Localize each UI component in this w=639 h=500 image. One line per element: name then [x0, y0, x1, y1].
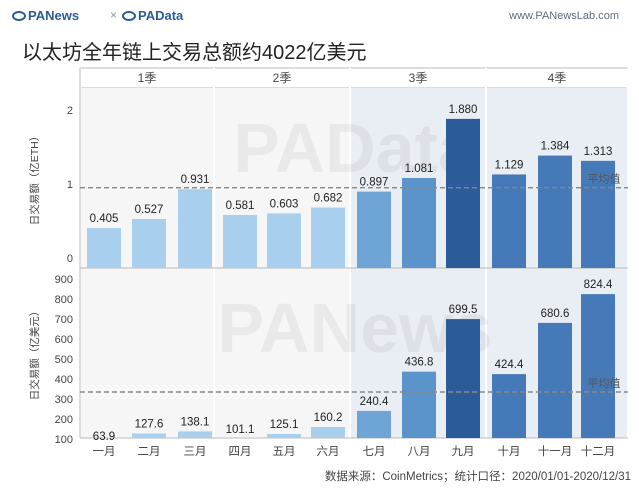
bar-value-label: 1.313 — [584, 146, 613, 158]
padata-logo: PAData — [122, 8, 183, 23]
top-bar: PANews × PAData www.PANewsLab.com — [0, 0, 639, 30]
bar — [178, 189, 212, 268]
y-tick-label: 800 — [55, 294, 73, 306]
x-tick-label: 九月 — [452, 445, 475, 458]
y-tick-label: 600 — [55, 334, 73, 346]
bar-value-label: 1.880 — [449, 104, 478, 116]
bar — [178, 431, 212, 438]
bar — [132, 433, 166, 438]
bar-value-label: 138.1 — [181, 416, 210, 428]
quarter-label: 3季 — [409, 71, 428, 85]
y-axis-title: 日交易额（亿美元） — [28, 306, 41, 401]
bar-value-label: 1.129 — [495, 159, 524, 171]
source-note: 数据来源：CoinMetrics；统计口径：2020/01/01-2020/12… — [324, 471, 631, 483]
y-tick-label: 100 — [55, 434, 73, 446]
logo-separator: × — [110, 8, 118, 22]
bar-value-label: 0.527 — [135, 204, 164, 216]
bar — [402, 178, 436, 268]
bar-value-label: 680.6 — [541, 308, 570, 320]
x-tick-label: 一月 — [93, 446, 116, 458]
bar-value-label: 63.9 — [93, 431, 115, 443]
bar — [538, 322, 572, 438]
bar — [581, 294, 615, 438]
y-tick-label: 500 — [55, 354, 73, 366]
bar — [492, 374, 526, 438]
bar — [132, 219, 166, 268]
y-tick-label: 400 — [55, 374, 73, 386]
bar-value-label: 101.1 — [226, 424, 255, 436]
bar-value-label: 436.8 — [405, 357, 434, 369]
quarter-label: 2季 — [273, 71, 292, 85]
average-label: 平均值 — [588, 377, 621, 390]
bar-value-label: 0.931 — [181, 174, 210, 186]
bar-value-label: 0.603 — [270, 198, 299, 210]
bar-value-label: 1.384 — [541, 141, 570, 153]
x-tick-label: 十月 — [498, 444, 521, 458]
bar-value-label: 824.4 — [584, 279, 613, 291]
bar-value-label: 0.581 — [226, 200, 255, 212]
average-label: 平均值 — [588, 173, 621, 186]
bar — [538, 155, 572, 268]
bar — [581, 160, 615, 268]
x-tick-label: 十一月 — [538, 444, 573, 458]
padata-logo-icon — [122, 11, 136, 21]
panews-logo: PANews — [12, 8, 79, 23]
y-tick-label: 900 — [55, 274, 73, 286]
x-tick-label: 五月 — [273, 446, 296, 458]
bar-value-label: 1.081 — [405, 163, 434, 175]
bar — [446, 118, 480, 268]
quarter-label: 4季 — [548, 71, 567, 85]
bar-value-label: 240.4 — [360, 396, 389, 408]
bar — [267, 433, 301, 438]
bar — [223, 215, 257, 268]
y-tick-label: 0 — [67, 253, 73, 265]
bar — [87, 228, 121, 268]
bar — [357, 191, 391, 268]
bar — [357, 410, 391, 438]
bar-value-label: 127.6 — [135, 418, 164, 430]
bar — [492, 174, 526, 268]
padata-logo-text: PAData — [138, 8, 184, 23]
watermark: PAData — [233, 109, 478, 187]
bar — [311, 426, 345, 438]
page-title: 以太坊全年链上交易总额约4022亿美元 — [22, 42, 367, 64]
panews-logo-text: PANews — [28, 8, 80, 23]
y-tick-label: 700 — [55, 314, 73, 326]
x-tick-label: 六月 — [317, 445, 340, 458]
bar-value-label: 699.5 — [449, 304, 478, 316]
bar-value-label: 160.2 — [314, 412, 343, 424]
bar-value-label: 125.1 — [270, 419, 299, 431]
y-tick-label: 1 — [67, 179, 73, 191]
bar-value-label: 0.897 — [360, 177, 389, 189]
x-tick-label: 三月 — [184, 446, 207, 458]
bar — [446, 319, 480, 438]
bar — [311, 207, 345, 268]
quarter-label: 1季 — [138, 71, 157, 85]
bar-value-label: 0.682 — [314, 193, 343, 205]
bar-value-label: 0.405 — [90, 213, 119, 225]
y-axis-title: 日交易额（亿ETH） — [28, 131, 41, 226]
panews-logo-icon — [12, 11, 26, 21]
x-tick-label: 十二月 — [581, 444, 616, 458]
bar — [402, 371, 436, 438]
site-url: www.PANewsLab.com — [509, 10, 619, 22]
y-tick-label: 200 — [55, 414, 73, 426]
x-tick-label: 二月 — [138, 446, 161, 458]
x-tick-label: 七月 — [363, 445, 386, 458]
bar — [267, 213, 301, 268]
x-tick-label: 八月 — [408, 446, 431, 458]
bar-value-label: 424.4 — [495, 359, 524, 371]
y-tick-label: 300 — [55, 394, 73, 406]
x-tick-label: 四月 — [229, 446, 252, 458]
y-tick-label: 2 — [67, 105, 73, 117]
